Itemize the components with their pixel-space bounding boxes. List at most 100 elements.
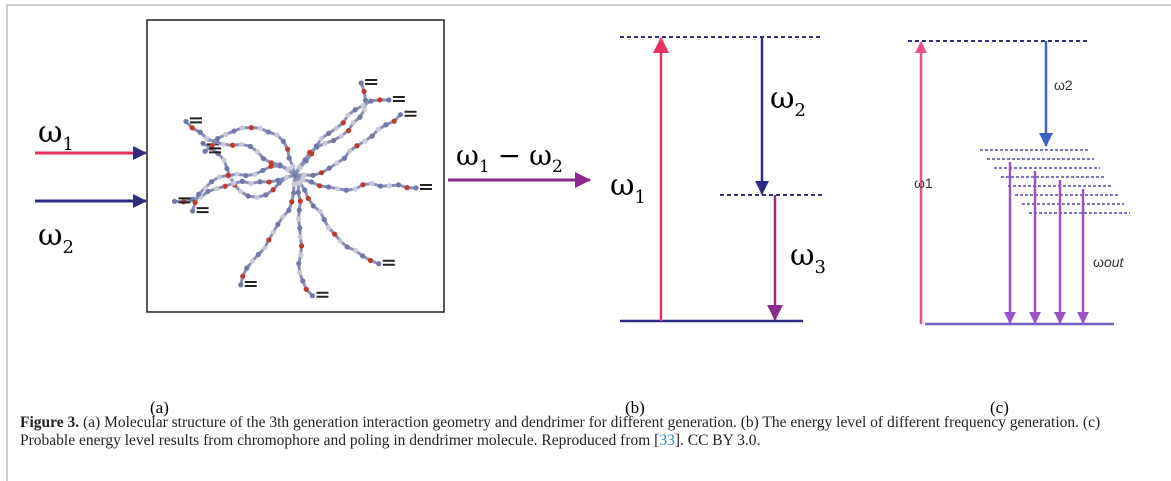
atom [208,179,215,185]
subscript: 1 [62,134,73,155]
atom [205,188,211,195]
caption-label: Figure 3. [20,414,80,431]
atom [361,88,367,95]
atom [285,146,291,152]
atom [330,137,337,144]
atom [332,231,338,237]
frame [6,4,1171,481]
atom [303,158,309,164]
double-bond [316,291,329,298]
atom [303,286,309,292]
atom [285,166,292,172]
atom [237,188,244,195]
atom [376,261,382,267]
atom [225,172,231,179]
label: ω1 [610,168,646,208]
atom [296,207,302,213]
atom [386,183,393,189]
atom [290,163,296,169]
symbol: ω [38,218,62,253]
atom [322,140,328,146]
atom [305,195,311,202]
atom [350,120,356,126]
atom [326,130,332,136]
atom [247,143,253,149]
atom [362,138,368,144]
atom [231,128,237,134]
atom [340,120,346,126]
atom [289,199,295,205]
reference-link[interactable]: 33 [659,432,675,449]
subscript: 2 [794,100,805,121]
atom [238,141,245,148]
atom [254,149,261,155]
atom [229,142,236,148]
atom [189,208,196,214]
atom [266,237,272,243]
atom [369,180,375,187]
atom [360,102,366,108]
atom [297,234,303,240]
atom [248,180,254,187]
atom [341,155,348,161]
atom [295,180,301,186]
atom [245,193,251,199]
atom [297,198,303,204]
caption: Figure 3. (a) Molecular structure of the… [20,414,1145,450]
atom [313,143,319,149]
atom [397,112,404,118]
atom [277,163,283,169]
atom [404,185,410,191]
double-bond [196,207,209,214]
double-bond [404,110,417,117]
atom [395,182,402,188]
atom [283,174,289,180]
atom [318,136,324,142]
atom [266,179,272,185]
symbol: ω [38,115,62,150]
atom [291,181,297,187]
panel-label: (a) [150,398,169,417]
symbol: ω [790,238,814,273]
atom [377,97,383,103]
atom [223,131,229,138]
atom [345,112,351,118]
atom [280,138,286,144]
atom [243,172,249,179]
atom [255,251,262,258]
atom [344,244,350,250]
atom [274,132,280,138]
subscript: out [1104,254,1125,270]
label: ω2 [1054,77,1073,93]
atom [334,160,340,166]
atom [189,125,195,131]
atom [316,183,323,189]
atom [234,171,240,177]
atom [196,191,202,197]
atom [192,199,198,206]
label: ωout [1093,254,1125,270]
atom [375,126,381,133]
atom [377,183,384,189]
atom [270,187,276,193]
atom [280,214,286,220]
symbol: ω [456,139,479,172]
bond [191,164,297,212]
operator: − [498,139,521,172]
atom [347,148,353,154]
subscript: 1 [479,157,490,177]
atom [326,165,332,171]
atom [263,192,269,198]
atom [354,143,360,149]
atom [262,245,268,251]
double-bond [209,147,222,154]
atom [352,186,358,192]
atom [270,229,276,235]
atom [239,178,245,184]
atom [386,97,392,103]
atom [257,125,263,131]
label: ω1− ω2 [456,139,563,177]
atom [295,216,302,222]
